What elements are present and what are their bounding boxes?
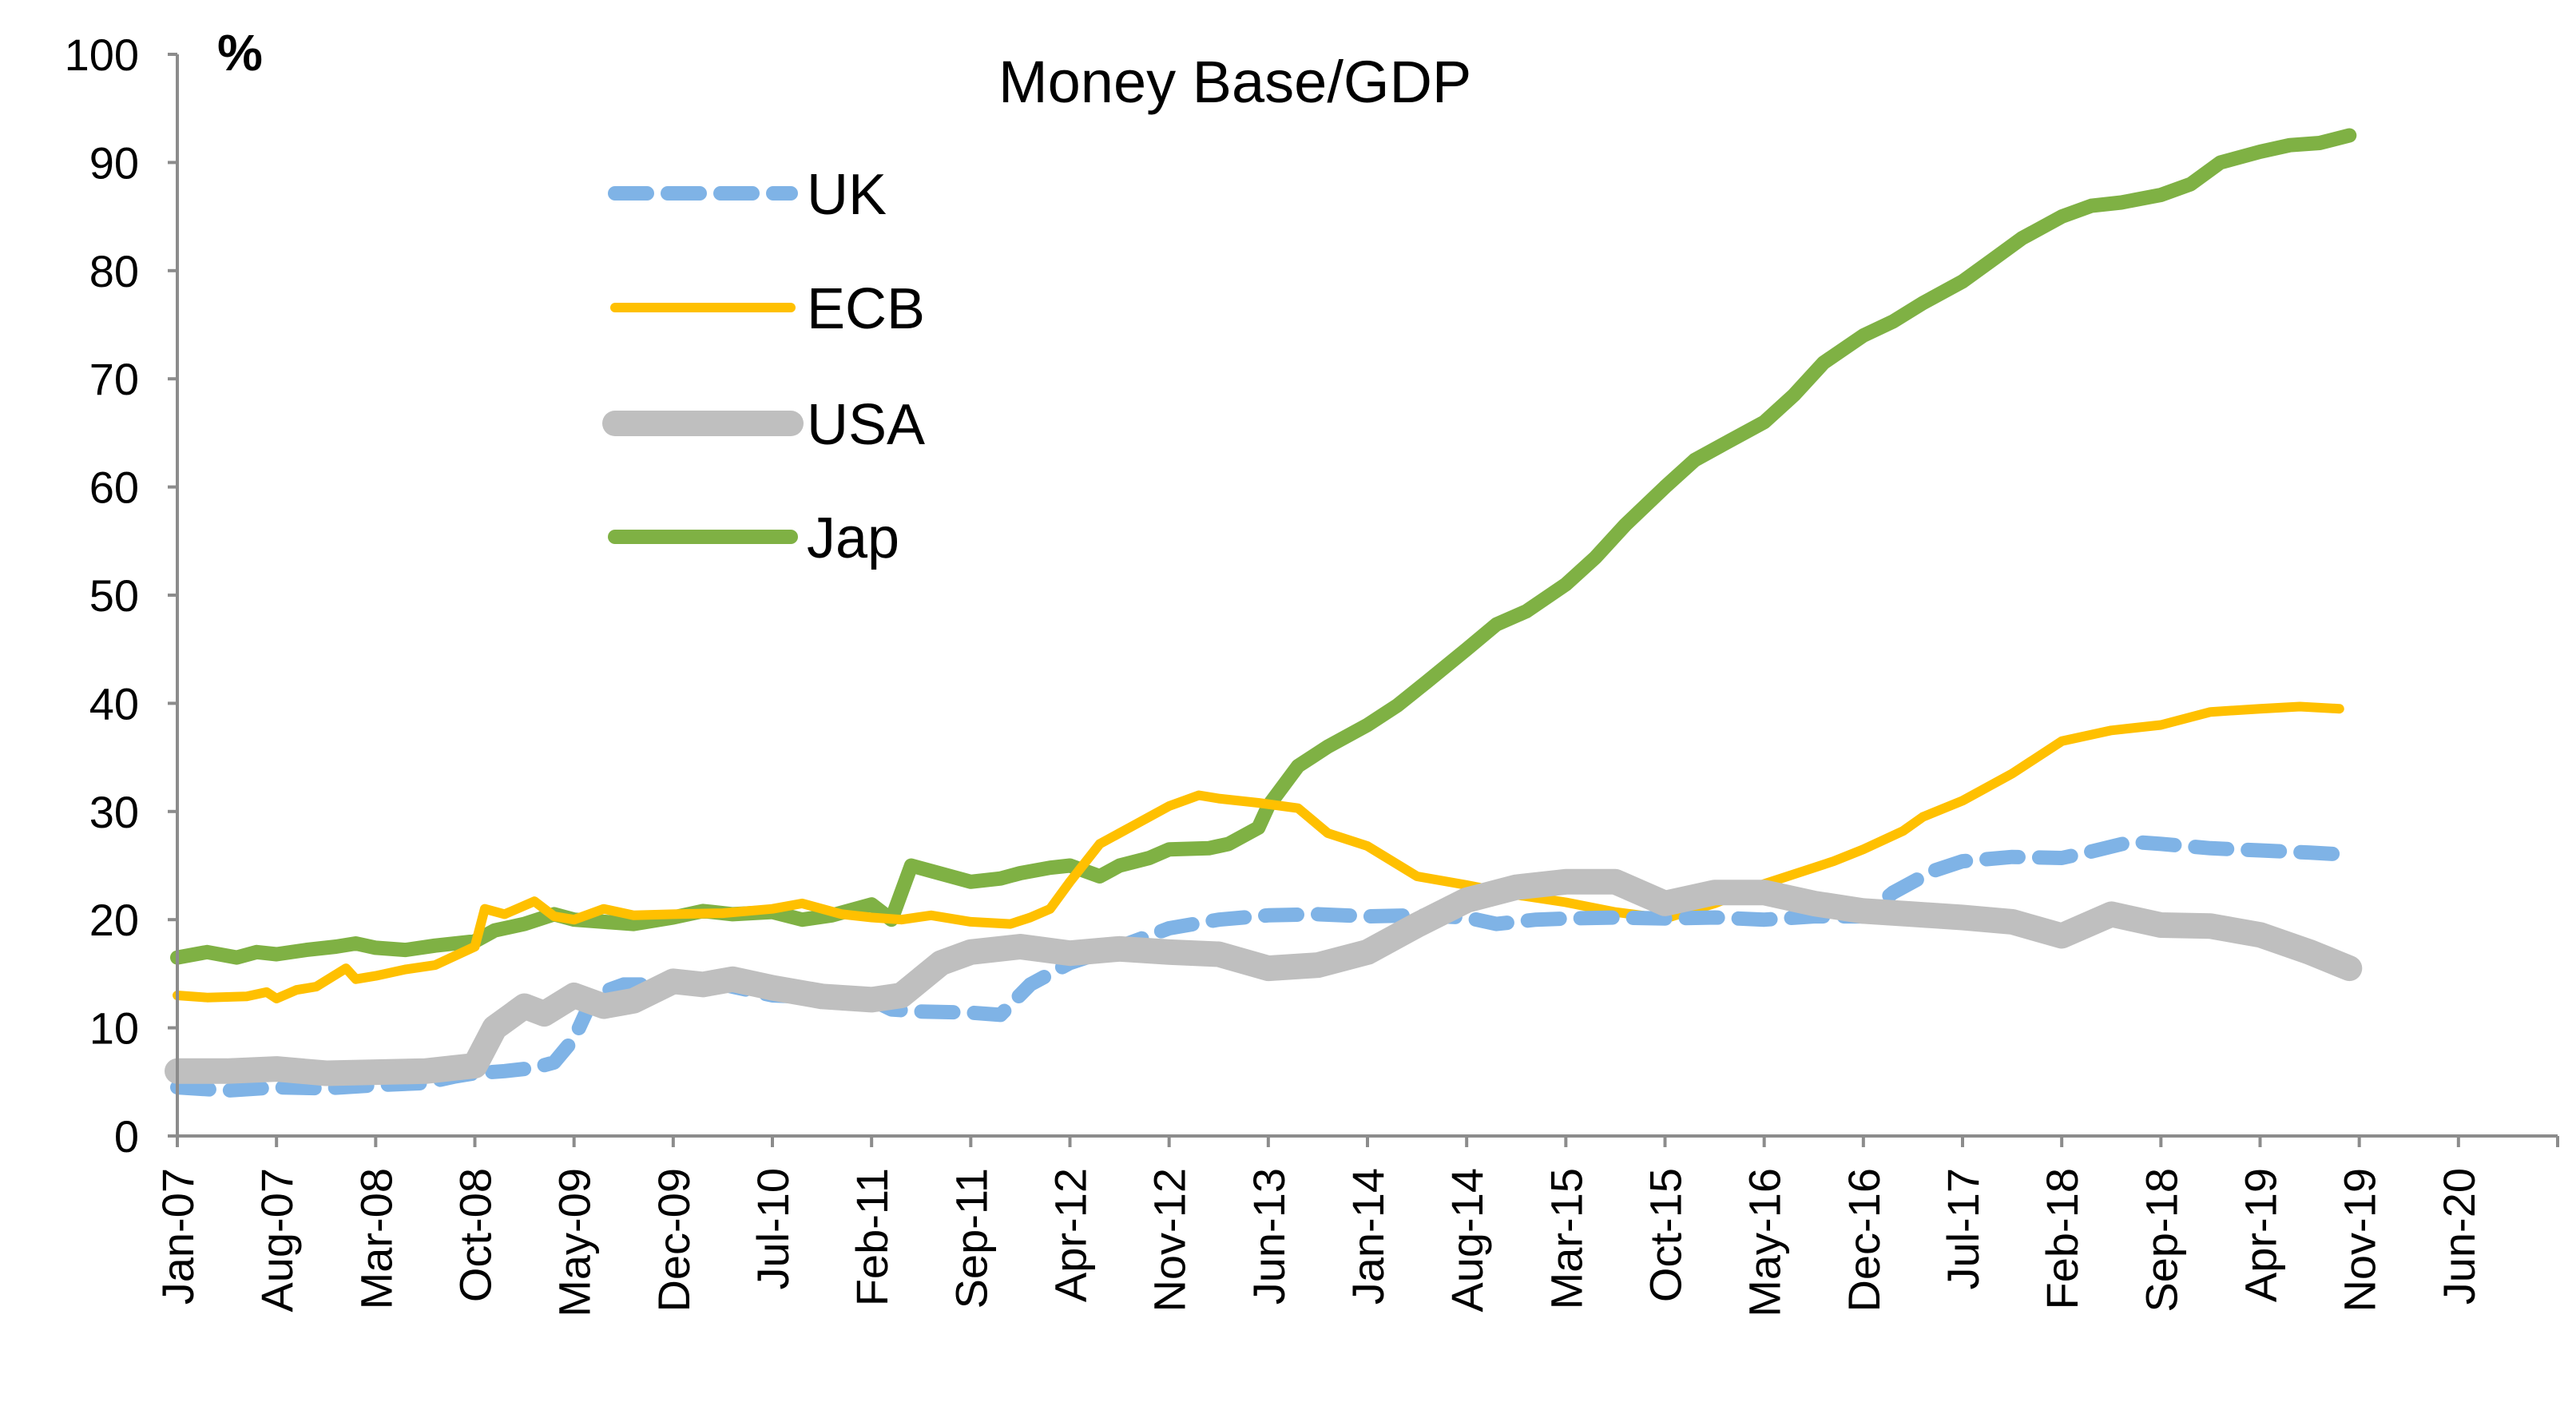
x-tick-label: Jun-20 xyxy=(2434,1168,2484,1305)
legend-label-usa: USA xyxy=(807,393,925,457)
x-tick-label: Apr-19 xyxy=(2236,1168,2286,1302)
chart-title: Money Base/GDP xyxy=(998,49,1471,115)
x-tick-label: May-09 xyxy=(550,1168,600,1317)
x-tick-label: Apr-12 xyxy=(1046,1168,1096,1302)
x-tick-label: Oct-15 xyxy=(1641,1168,1691,1302)
x-tick-label: Nov-19 xyxy=(2335,1168,2385,1313)
x-tick-label: Sep-18 xyxy=(2136,1168,2186,1313)
x-tick-label: May-16 xyxy=(1740,1168,1790,1317)
x-tick-labels: Jan-07 Aug-07 Mar-08 Oct-08 May-09 Dec-09 Jul-… xyxy=(153,1136,2559,1317)
x-tick-label: Mar-15 xyxy=(1541,1168,1591,1309)
x-tick-label: Jun-13 xyxy=(1244,1168,1294,1305)
x-tick-label: Jan-07 xyxy=(153,1168,203,1305)
y-tick-label: 20 xyxy=(89,895,139,945)
series-line-uk xyxy=(170,834,2357,1098)
y-tick-label: 90 xyxy=(89,137,139,188)
x-tick-label: Jul-17 xyxy=(1938,1168,1988,1290)
series-line-jap xyxy=(170,128,2357,965)
y-tick-label: 50 xyxy=(89,570,139,621)
y-tick-label: 60 xyxy=(89,463,139,513)
y-tick-label: 30 xyxy=(89,787,139,837)
x-tick-label: Nov-12 xyxy=(1145,1168,1195,1313)
x-tick-label: Feb-18 xyxy=(2037,1168,2087,1309)
series-line-usa xyxy=(165,868,2363,1086)
y-tick-label: 10 xyxy=(89,1003,139,1054)
series-line-ecb xyxy=(173,701,2344,1003)
y-tick-label: 0 xyxy=(114,1111,139,1162)
plot-area xyxy=(165,128,2363,1098)
y-tick-label: 40 xyxy=(89,678,139,729)
legend: UK ECB USA Jap xyxy=(602,163,925,570)
y-tick-label: 100 xyxy=(65,30,139,80)
x-tick-label: Oct-08 xyxy=(451,1168,501,1302)
x-tick-label: Dec-09 xyxy=(649,1168,699,1313)
x-tick-label: Sep-11 xyxy=(946,1168,996,1309)
x-tick-label: Jan-14 xyxy=(1343,1168,1393,1305)
x-tick-label: Feb-11 xyxy=(847,1168,897,1306)
y-tick-label: 70 xyxy=(89,354,139,404)
axes xyxy=(176,54,2558,1138)
legend-label-uk: UK xyxy=(807,163,887,227)
x-tick-label: Jul-10 xyxy=(748,1168,798,1290)
y-unit-label: % xyxy=(217,24,263,81)
y-tick-labels: 0 10 20 30 40 50 60 70 80 90 100 xyxy=(65,30,177,1162)
x-tick-label: Mar-08 xyxy=(351,1168,401,1309)
x-tick-label: Dec-16 xyxy=(1839,1168,1889,1313)
legend-label-jap: Jap xyxy=(807,506,899,570)
x-tick-label: Aug-07 xyxy=(252,1168,302,1313)
x-tick-label: Aug-14 xyxy=(1442,1168,1492,1313)
y-tick-label: 80 xyxy=(89,246,139,296)
legend-label-ecb: ECB xyxy=(807,277,925,341)
